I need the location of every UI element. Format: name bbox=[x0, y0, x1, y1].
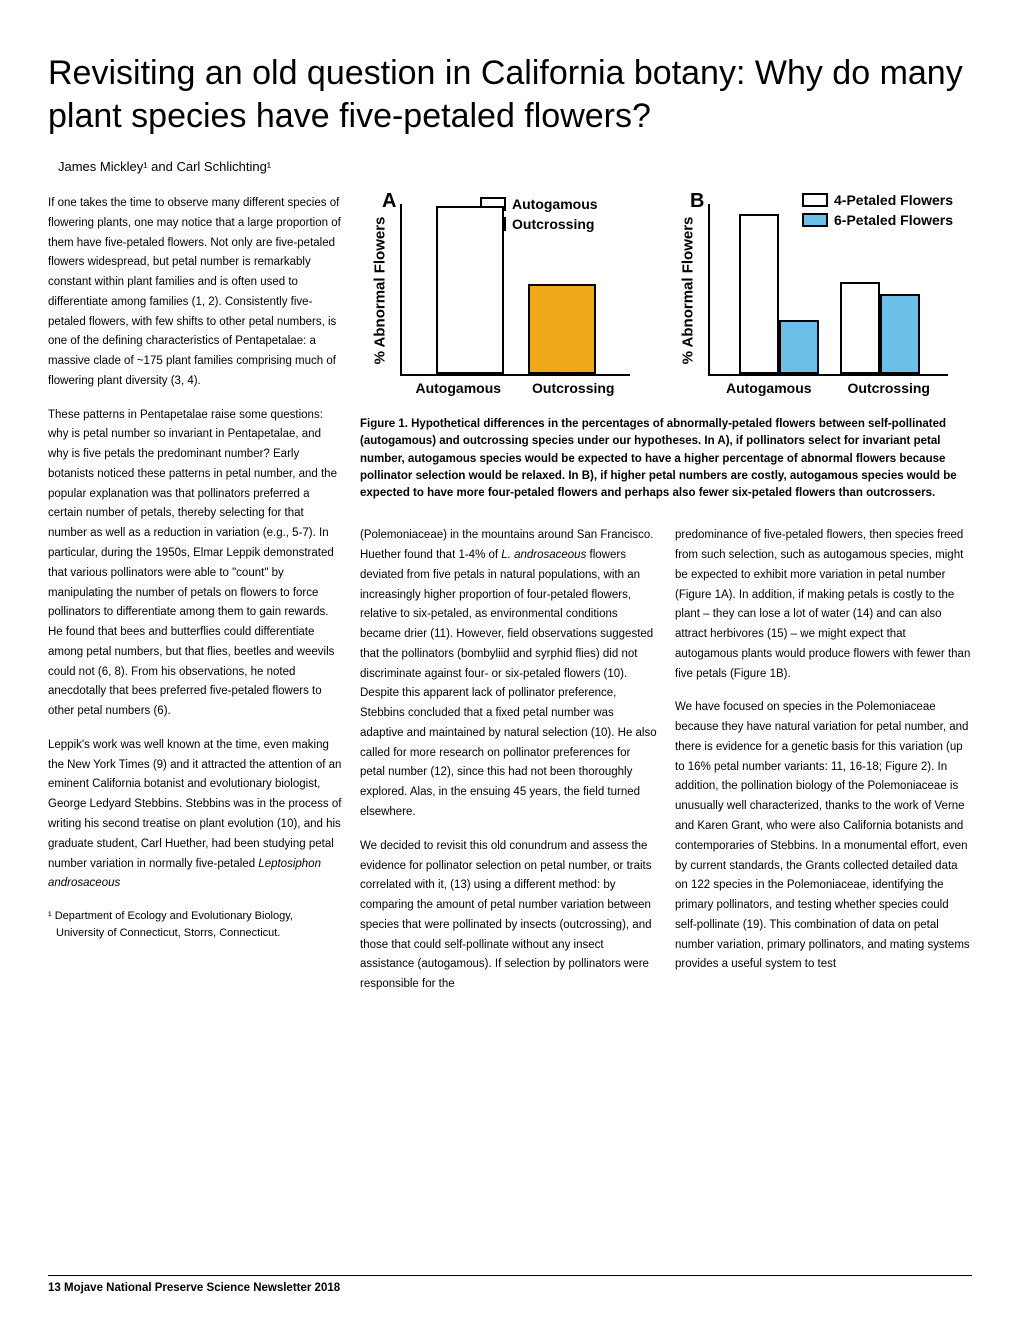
xlabel: Autogamous bbox=[415, 380, 501, 396]
panel-a-ylabel: % Abnormal Flowers bbox=[371, 217, 388, 365]
panel-b-label: B bbox=[690, 190, 704, 213]
main-layout: If one takes the time to observe many di… bbox=[48, 194, 972, 1009]
xlabel: Outcrossing bbox=[848, 380, 930, 396]
column-1: If one takes the time to observe many di… bbox=[48, 194, 342, 1009]
bar-autogamous bbox=[436, 206, 504, 374]
bar-group bbox=[840, 282, 920, 374]
columns-2-3: (Polemoniaceae) in the mountains around … bbox=[360, 526, 972, 1009]
col1-p3: Leppik's work was well known at the time… bbox=[48, 736, 342, 894]
bar bbox=[739, 214, 779, 374]
bar bbox=[840, 282, 880, 374]
article-title: Revisiting an old question in California… bbox=[48, 52, 972, 137]
column-2: (Polemoniaceae) in the mountains around … bbox=[360, 526, 657, 1009]
authors: James Mickley¹ and Carl Schlichting¹ bbox=[58, 159, 972, 174]
col1-p1: If one takes the time to observe many di… bbox=[48, 194, 342, 392]
affiliation-footnote: ¹ Department of Ecology and Evolutionary… bbox=[48, 908, 342, 942]
xlabel: Outcrossing bbox=[532, 380, 614, 396]
figure-1: A % Abnormal Flowers Autogamous Outcross… bbox=[360, 194, 972, 516]
page-footer: 13 Mojave National Preserve Science News… bbox=[48, 1275, 972, 1294]
bar-group bbox=[739, 214, 819, 374]
col1-p2: These patterns in Pentapetalae raise som… bbox=[48, 406, 342, 722]
panel-a-label: A bbox=[382, 190, 396, 213]
right-area: A % Abnormal Flowers Autogamous Outcross… bbox=[360, 194, 972, 1009]
bar bbox=[779, 320, 819, 374]
panel-b-ylabel: % Abnormal Flowers bbox=[679, 217, 696, 365]
figure-panel-b: B % Abnormal Flowers 4-Petaled Flowers 6… bbox=[668, 194, 968, 404]
column-3: predominance of five-petaled flowers, th… bbox=[675, 526, 972, 1009]
col2-p1: (Polemoniaceae) in the mountains around … bbox=[360, 526, 657, 822]
col2-p2: We decided to revisit this old conundrum… bbox=[360, 837, 657, 995]
figure-panel-a: A % Abnormal Flowers Autogamous Outcross… bbox=[360, 194, 650, 404]
xlabel: Autogamous bbox=[726, 380, 812, 396]
bar-outcrossing bbox=[528, 284, 596, 374]
col3-p1: predominance of five-petaled flowers, th… bbox=[675, 526, 972, 684]
col3-p2: We have focused on species in the Polemo… bbox=[675, 698, 972, 975]
figure-1-caption: Figure 1. Hypothetical differences in th… bbox=[360, 416, 972, 502]
bar bbox=[880, 294, 920, 374]
